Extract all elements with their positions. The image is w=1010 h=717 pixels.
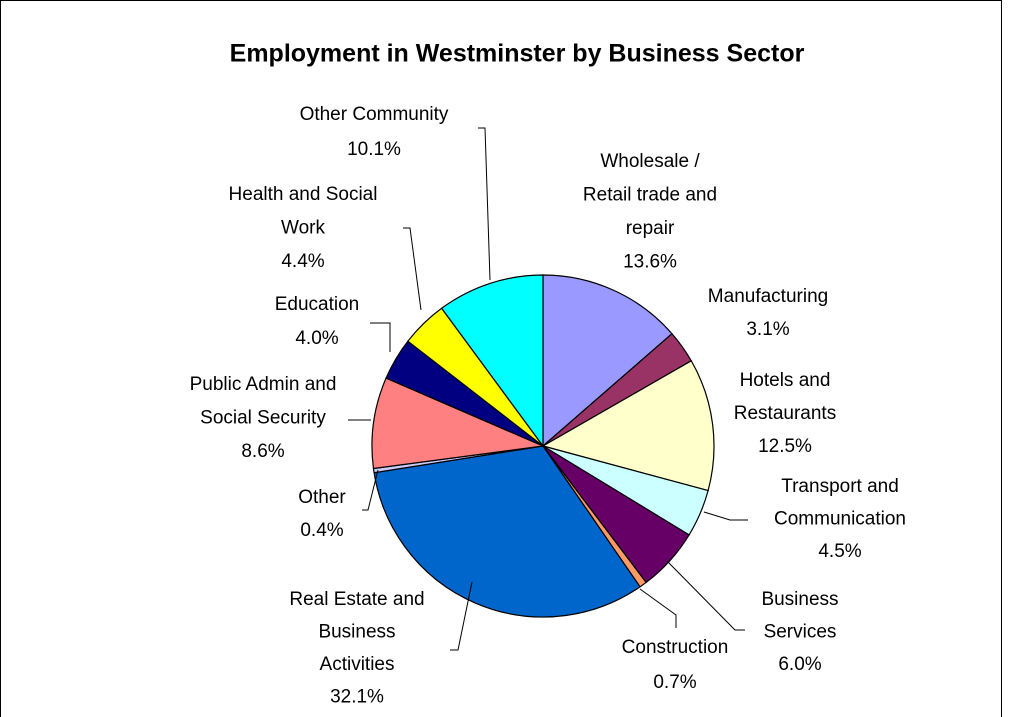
slice-label: Transport and — [781, 476, 899, 497]
slice-label: Other — [298, 487, 346, 508]
slice-label: Public Admin and — [190, 374, 337, 395]
value-label: 10.1% — [347, 139, 401, 160]
pie-slice — [541, 359, 715, 492]
value-label: 6.0% — [778, 654, 821, 675]
slice-label: Business — [761, 589, 838, 610]
slice-label: Retail trade and — [583, 185, 717, 206]
value-label: 3.1% — [746, 319, 789, 340]
value-label: 4.5% — [818, 541, 861, 562]
leader-line — [403, 227, 422, 311]
leader-line — [703, 511, 748, 521]
slice-label: Activities — [320, 654, 395, 675]
slice-label: Manufacturing — [708, 286, 828, 307]
leader-line — [666, 560, 745, 631]
slice-label: repair — [626, 218, 675, 239]
value-label: 12.5% — [758, 436, 812, 457]
value-label: 4.0% — [295, 328, 338, 349]
slice-label: Communication — [774, 509, 906, 530]
pie-slice — [542, 274, 673, 448]
slice-label: Health and Social — [229, 184, 378, 205]
leader-line — [450, 581, 473, 651]
leader-line — [362, 469, 379, 511]
slice-label: Social Security — [200, 408, 326, 429]
value-label: 0.4% — [300, 520, 343, 541]
value-label: 0.7% — [653, 672, 696, 693]
slice-label: Hotels and — [740, 370, 831, 391]
leader-line — [370, 322, 391, 352]
slice-label: Restaurants — [734, 403, 836, 424]
slice-label: Wholesale / — [600, 151, 700, 172]
value-label: 32.1% — [330, 687, 384, 708]
pie-slice — [373, 445, 641, 618]
slice-label: Other Community — [300, 104, 449, 125]
slice-label: Business — [318, 622, 395, 643]
slice-label: Real Estate and — [289, 589, 424, 610]
leader-line — [639, 588, 677, 628]
chart-title: Employment in Westminster by Business Se… — [230, 40, 805, 68]
pie-slice — [371, 377, 546, 470]
slice-label: Education — [275, 294, 360, 315]
value-label: 4.4% — [281, 251, 324, 272]
pie-slice — [440, 274, 544, 448]
slice-label: Construction — [622, 637, 729, 658]
leader-line — [478, 127, 491, 281]
slice-label: Work — [281, 218, 325, 239]
value-label: 8.6% — [241, 441, 284, 462]
value-label: 13.6% — [623, 252, 677, 273]
slice-label: Services — [764, 622, 837, 643]
